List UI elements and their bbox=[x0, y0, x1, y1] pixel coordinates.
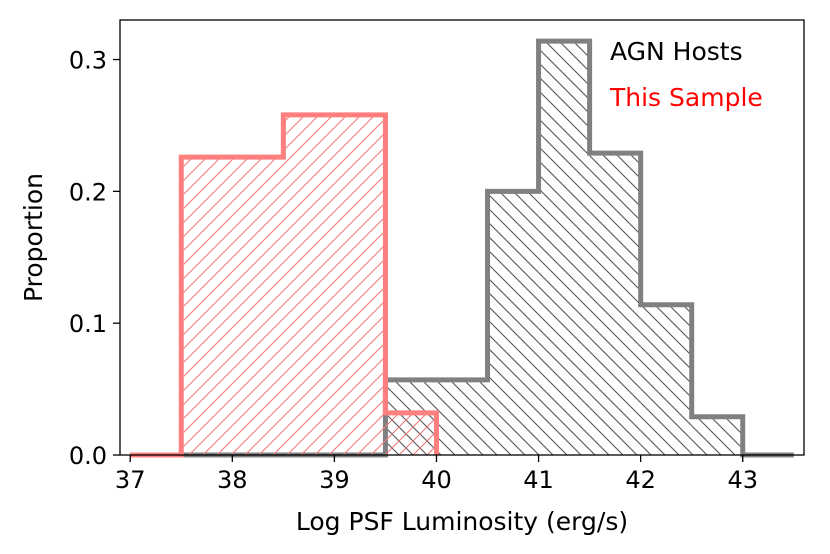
step-outline-series-2 bbox=[130, 112, 439, 458]
legend-entry-2: This Sample bbox=[609, 83, 763, 112]
bar-series-1-bin-11 bbox=[640, 304, 692, 455]
x-tick-label: 39 bbox=[319, 466, 350, 494]
series-1 bbox=[130, 38, 794, 458]
x-tick-label: 42 bbox=[625, 466, 656, 494]
bar-series-2-bin-6 bbox=[385, 412, 437, 455]
bar-series-2-bin-4 bbox=[283, 114, 335, 455]
x-tick-label: 37 bbox=[115, 466, 146, 494]
axes-layer: 37 38 39 40 41 42 43 0.0 0.1 0.2 0.3 Log PSF Lumino… bbox=[19, 47, 758, 536]
bar-series-2-bin-3 bbox=[232, 157, 284, 455]
y-tick-label: 0.1 bbox=[69, 310, 107, 338]
x-tick-label: 43 bbox=[727, 466, 758, 494]
x-tick-label: 41 bbox=[523, 466, 554, 494]
bar-series-1-bin-10 bbox=[589, 153, 641, 456]
x-axis-label: Log PSF Luminosity (erg/s) bbox=[296, 507, 628, 536]
y-tick-label: 0.2 bbox=[69, 178, 107, 206]
legend: AGN Hosts This Sample bbox=[609, 37, 763, 112]
y-tick-label: 0.0 bbox=[69, 442, 107, 470]
y-tick-label: 0.3 bbox=[69, 47, 107, 75]
bar-series-1-bin-9 bbox=[538, 41, 590, 455]
plot-frame bbox=[119, 19, 805, 456]
bar-series-1-bin-8 bbox=[487, 191, 539, 455]
y-axis-label: Proportion bbox=[19, 173, 48, 302]
bar-series-2-bin-2 bbox=[181, 157, 233, 455]
legend-entry-1: AGN Hosts bbox=[610, 37, 743, 66]
bar-series-2-bin-5 bbox=[334, 114, 386, 455]
x-tick-label: 40 bbox=[421, 466, 452, 494]
series-2 bbox=[130, 112, 439, 458]
bar-series-1-bin-12 bbox=[691, 416, 743, 455]
bar-series-1-bin-7 bbox=[436, 379, 488, 455]
x-tick-label: 38 bbox=[217, 466, 248, 494]
series-layer bbox=[130, 38, 794, 458]
